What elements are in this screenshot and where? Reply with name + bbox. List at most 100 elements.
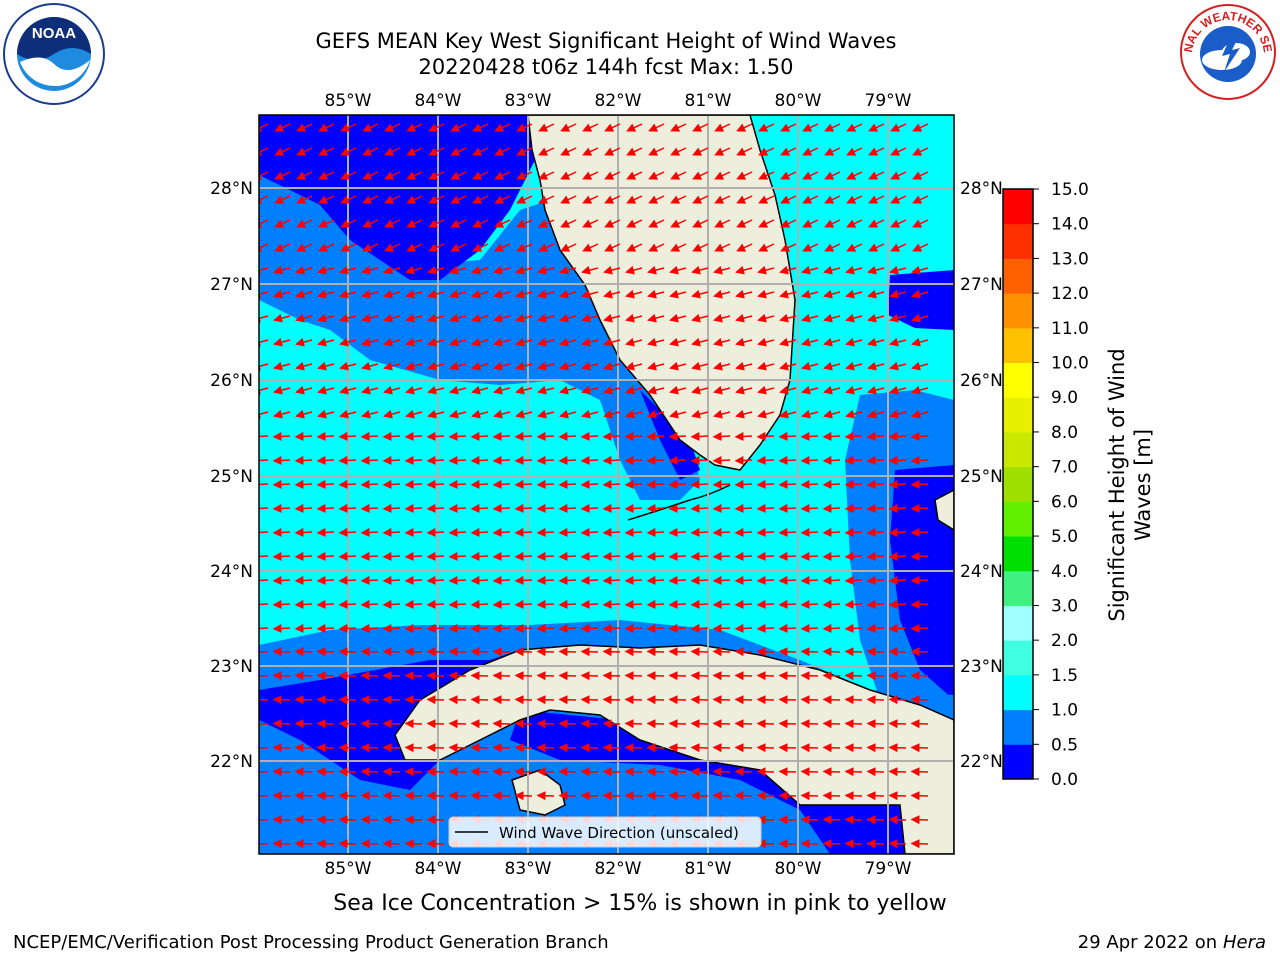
wind-wave-arrow xyxy=(780,195,797,204)
wind-wave-arrow xyxy=(558,455,577,465)
wind-wave-arrow xyxy=(648,147,665,156)
wind-wave-arrow xyxy=(450,219,467,228)
colorbar-segment xyxy=(1003,327,1033,364)
wind-wave-arrow xyxy=(272,431,291,441)
wind-wave-arrow xyxy=(560,171,577,180)
wind-wave-arrow xyxy=(362,147,379,156)
wind-wave-arrow xyxy=(294,839,313,849)
wind-wave-arrow xyxy=(259,361,269,371)
wind-wave-arrow xyxy=(822,527,841,537)
wind-wave-arrow xyxy=(602,479,621,489)
wind-wave-arrow xyxy=(692,171,709,180)
wind-wave-arrow xyxy=(296,171,313,180)
wind-wave-arrow xyxy=(384,171,401,180)
wind-wave-arrow xyxy=(580,743,599,753)
colorbar-tick-label: 7.0 xyxy=(1051,458,1078,478)
wind-wave-arrow xyxy=(316,479,335,489)
wind-wave-arrow xyxy=(888,743,907,753)
wind-wave-arrow xyxy=(779,385,797,395)
wind-wave-arrow xyxy=(316,767,335,777)
wind-wave-arrow xyxy=(294,647,313,657)
wind-wave-arrow xyxy=(427,337,445,347)
wind-wave-arrow xyxy=(648,123,665,132)
wind-wave-arrow xyxy=(537,313,555,323)
wind-wave-arrow xyxy=(259,551,269,561)
wind-wave-arrow xyxy=(361,361,379,371)
wind-wave-arrow xyxy=(404,791,423,801)
wind-wave-arrow xyxy=(470,647,489,657)
wind-wave-arrow xyxy=(448,455,467,465)
wind-wave-arrow xyxy=(259,431,269,441)
wind-wave-arrow xyxy=(911,385,929,395)
wind-wave-arrow xyxy=(360,599,379,609)
wind-wave-arrow xyxy=(889,265,907,275)
wind-wave-arrow xyxy=(580,719,599,729)
wind-wave-arrow xyxy=(259,147,269,156)
wind-wave-arrow xyxy=(647,385,665,395)
wind-wave-arrow xyxy=(536,791,555,801)
wind-wave-arrow xyxy=(712,479,731,489)
wind-wave-arrow xyxy=(558,527,577,537)
wind-wave-arrow xyxy=(911,265,929,275)
wind-wave-arrow xyxy=(316,695,335,705)
wind-wave-arrow xyxy=(470,503,489,513)
wind-wave-arrow xyxy=(888,815,907,825)
wind-wave-arrow xyxy=(536,575,555,585)
wind-wave-arrow xyxy=(580,647,599,657)
wind-wave-arrow xyxy=(822,647,841,657)
wind-wave-arrow xyxy=(362,243,379,252)
wind-wave-arrow xyxy=(426,743,445,753)
wind-wave-arrow xyxy=(602,455,621,465)
wind-wave-arrow xyxy=(822,671,841,681)
wind-wave-arrow xyxy=(339,265,357,275)
wind-wave-arrow xyxy=(867,265,885,275)
wind-wave-arrow xyxy=(822,575,841,585)
wind-wave-arrow xyxy=(646,455,665,465)
wind-wave-arrow xyxy=(426,551,445,561)
wind-wave-arrow xyxy=(734,503,753,513)
vector-legend: Wind Wave Direction (unscaled) xyxy=(448,816,762,848)
wind-wave-arrow xyxy=(823,361,841,371)
wind-wave-arrow xyxy=(448,623,467,633)
wind-wave-arrow xyxy=(669,361,687,371)
wind-wave-arrow xyxy=(824,147,841,156)
wind-wave-arrow xyxy=(713,385,731,395)
wind-wave-arrow xyxy=(648,219,665,228)
wind-wave-arrow xyxy=(316,455,335,465)
wind-wave-arrow xyxy=(910,743,929,753)
map-plot-area xyxy=(259,115,954,854)
wind-wave-arrow xyxy=(888,695,907,705)
wind-wave-arrow xyxy=(516,123,533,132)
wind-wave-arrow xyxy=(713,409,731,419)
colorbar-tick-label: 1.0 xyxy=(1051,701,1078,721)
wind-wave-arrow xyxy=(582,195,599,204)
lon-label-top: 81°W xyxy=(685,91,732,111)
wind-wave-arrow xyxy=(470,743,489,753)
wind-wave-arrow xyxy=(450,171,467,180)
wind-wave-arrow xyxy=(800,839,819,849)
wind-wave-arrow xyxy=(714,195,731,204)
wind-wave-arrow xyxy=(734,623,753,633)
wind-wave-arrow xyxy=(646,623,665,633)
wind-wave-arrow xyxy=(910,815,929,825)
wind-wave-arrow xyxy=(867,385,885,395)
wind-wave-arrow xyxy=(822,455,841,465)
wind-wave-arrow xyxy=(779,265,797,275)
wind-wave-arrow xyxy=(405,337,423,347)
wind-wave-arrow xyxy=(448,791,467,801)
wind-wave-arrow xyxy=(911,313,929,323)
wind-wave-arrow xyxy=(295,409,313,419)
lat-label-right: 22°N xyxy=(960,752,1003,772)
wind-wave-arrow xyxy=(294,623,313,633)
wind-wave-arrow xyxy=(273,289,291,299)
wind-wave-arrow xyxy=(801,409,819,419)
wind-wave-arrow xyxy=(448,719,467,729)
wind-wave-arrow xyxy=(316,671,335,681)
wind-wave-arrow xyxy=(428,123,445,132)
wind-wave-arrow xyxy=(559,313,577,323)
colorbar-segment xyxy=(1003,605,1033,641)
wind-wave-arrow xyxy=(294,479,313,489)
wind-wave-arrow xyxy=(888,623,907,633)
wind-wave-arrow xyxy=(272,455,291,465)
wind-wave-arrow xyxy=(780,123,797,132)
